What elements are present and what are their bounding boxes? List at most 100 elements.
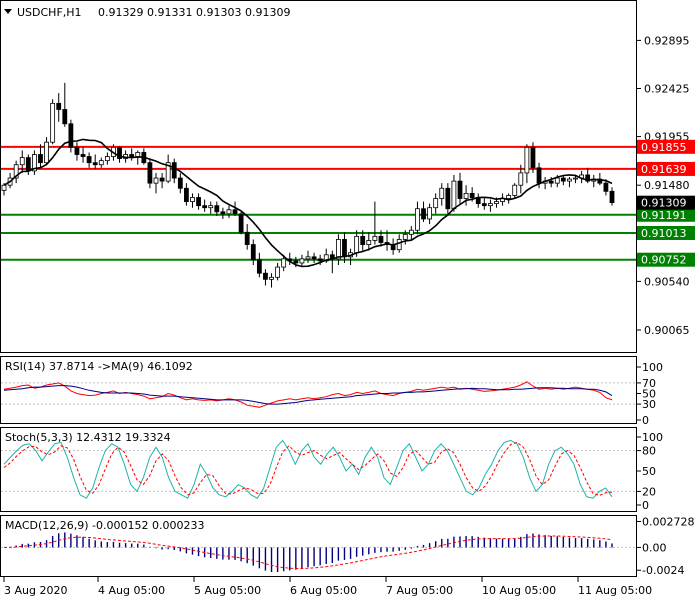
symbol-dropdown-icon[interactable] xyxy=(4,9,12,14)
candle-body xyxy=(293,260,299,264)
candle-body xyxy=(183,187,189,202)
candle-body xyxy=(196,197,201,207)
rsi-label: RSI(14) 37.8714 ->MA(9) 46.1092 xyxy=(5,360,193,373)
candle-body xyxy=(281,258,287,268)
support-level-label: 0.90752 xyxy=(641,254,687,267)
candle-body xyxy=(494,201,499,205)
stoch-pane-frame xyxy=(0,427,637,512)
candle-body xyxy=(177,177,183,189)
candle-body xyxy=(238,213,244,233)
candle-body xyxy=(135,152,141,157)
time-tick-label: 7 Aug 05:00 xyxy=(386,584,453,597)
candle-body xyxy=(38,154,43,164)
candle-body xyxy=(439,187,445,199)
candle-body xyxy=(427,207,433,220)
candle-body xyxy=(13,164,19,179)
candle-body xyxy=(378,235,384,243)
candle-body xyxy=(487,203,493,207)
candle-body xyxy=(299,258,305,264)
ohlc-header: 0.91329 0.91331 0.91303 0.91309 xyxy=(98,6,290,19)
candle-body xyxy=(250,244,256,261)
candle-body xyxy=(396,239,402,251)
macd-pane-frame xyxy=(0,515,637,577)
current-price-label: 0.91309 xyxy=(641,197,687,210)
candle-body xyxy=(481,203,487,207)
candle-body xyxy=(165,162,171,182)
candle-body xyxy=(342,239,347,258)
candle-body xyxy=(68,123,74,148)
candle-body xyxy=(518,172,524,186)
candle-body xyxy=(585,174,591,182)
candle-body xyxy=(202,205,208,209)
time-tick-label: 11 Aug 05:00 xyxy=(578,584,652,597)
candle-body xyxy=(317,258,323,262)
time-tick-label: 10 Aug 05:00 xyxy=(482,584,556,597)
candle-body xyxy=(86,156,92,164)
price-tick-label: 0.90065 xyxy=(644,324,690,337)
candle-body xyxy=(415,208,420,231)
resistance-level-tag xyxy=(637,161,695,176)
moving-average-line xyxy=(3,138,613,268)
candle-body xyxy=(232,209,238,215)
candle-body xyxy=(147,162,153,184)
candle-body xyxy=(208,205,214,209)
candle-body xyxy=(226,209,232,215)
candle-body xyxy=(19,157,25,166)
candle-body xyxy=(609,190,615,203)
price-tick-label: 0.91480 xyxy=(644,179,690,192)
stoch-tick-label: 100 xyxy=(642,431,663,444)
price-pane-frame xyxy=(0,0,637,353)
candle-body xyxy=(573,177,578,180)
macd-tick-label: 0.00 xyxy=(642,541,667,554)
candle-body xyxy=(269,276,274,280)
candle-body xyxy=(354,235,360,254)
candle-body xyxy=(80,154,86,157)
candle-body xyxy=(512,184,518,196)
candle-body xyxy=(214,205,220,213)
candle-body xyxy=(469,192,475,198)
candle-body xyxy=(311,256,317,260)
macd-tick-label: 0.002728 xyxy=(642,515,695,528)
candle-body xyxy=(402,233,408,240)
candle-body xyxy=(421,208,426,220)
candle-body xyxy=(275,266,281,278)
stoch-tick-label: 80 xyxy=(642,445,656,458)
support-level-tag xyxy=(637,207,695,222)
candle-body xyxy=(32,154,37,172)
candle-body xyxy=(256,259,262,274)
price-tick-label: 0.92895 xyxy=(644,34,690,47)
candle-body xyxy=(524,146,530,174)
price-tick-label: 0.92425 xyxy=(644,82,690,95)
support-level-label: 0.91191 xyxy=(641,209,687,222)
symbol-header: USDCHF,H1 xyxy=(17,6,82,19)
time-tick-label: 6 Aug 05:00 xyxy=(290,584,357,597)
candle-body xyxy=(263,272,268,280)
stoch-signal-line xyxy=(3,441,613,497)
macd-label: MACD(12,26,9) -0.000152 0.000233 xyxy=(5,519,204,532)
candle-body xyxy=(506,195,512,199)
candle-body xyxy=(44,141,49,164)
resistance-level-label: 0.91855 xyxy=(641,141,687,154)
rsi-tick-label: 70 xyxy=(642,377,656,390)
candle-body xyxy=(463,192,469,199)
candle-body xyxy=(104,156,110,162)
candle-body xyxy=(536,167,542,184)
candle-body xyxy=(457,180,463,199)
candle-body xyxy=(171,162,177,179)
stoch-label: Stoch(5,3,3) 12.4312 19.3324 xyxy=(5,431,171,444)
time-tick-label: 4 Aug 05:00 xyxy=(98,584,165,597)
candle-body xyxy=(159,177,165,182)
candle-body xyxy=(323,254,329,262)
candle-body xyxy=(74,146,80,155)
candle-body xyxy=(360,235,366,245)
stoch-tick-label: 50 xyxy=(642,465,656,478)
candle-body xyxy=(548,180,554,184)
candle-body xyxy=(98,160,104,166)
candle-body xyxy=(62,109,68,125)
candle-body xyxy=(372,235,378,241)
candle-body xyxy=(530,146,536,169)
candle-body xyxy=(603,182,609,192)
candle-body xyxy=(408,229,414,235)
candle-body xyxy=(366,240,372,245)
